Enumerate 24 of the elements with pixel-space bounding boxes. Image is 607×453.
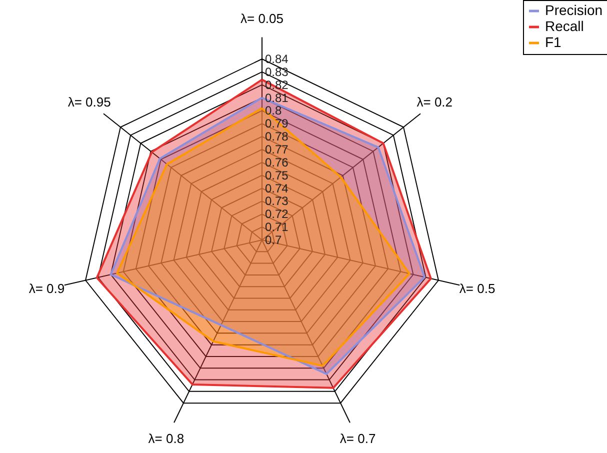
y-tick-label: 0.83 [265,64,289,79]
y-tick-label: 0.8 [265,104,282,118]
y-tick-label: 0.72 [265,207,289,222]
spoke-label: λ= 0.2 [416,94,453,110]
spoke-label: λ= 0.95 [68,94,111,110]
spoke-label: λ= 0.9 [28,281,65,296]
spoke-label: λ= 0.05 [240,11,284,26]
legend-label: Precision [545,2,603,18]
y-tick-label: 0.71 [265,220,289,234]
y-tick-label: 0.75 [265,168,289,182]
y-tick-label: 0.7 [265,233,282,247]
y-tick-label: 0.76 [265,155,289,170]
legend-label: Recall [545,18,584,34]
y-tick-label: 0.79 [265,116,289,131]
legend-label: F1 [545,34,562,50]
y-tick-label: 0.81 [265,90,289,105]
spoke-label: λ= 0.5 [459,281,496,296]
spoke-label: λ= 0.8 [148,430,184,446]
y-tick-label: 0.78 [265,130,289,144]
y-tick-label: 0.84 [265,52,289,66]
y-tick-label: 0.74 [265,181,289,196]
y-tick-label: 0.77 [265,142,289,156]
y-tick-label: 0.73 [265,194,289,208]
spoke-label: λ= 0.7 [340,430,376,446]
